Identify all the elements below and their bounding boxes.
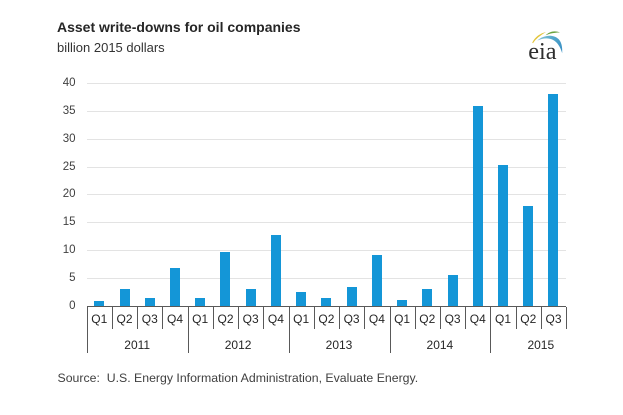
svg-text:eia: eia <box>528 38 557 64</box>
